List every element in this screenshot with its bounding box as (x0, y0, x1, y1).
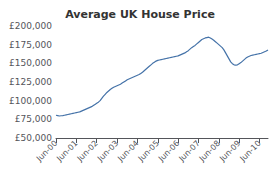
svg-text:£200,000: £200,000 (9, 21, 52, 31)
svg-text:Jun-01: Jun-01 (54, 139, 79, 164)
svg-text:£125,000: £125,000 (9, 77, 52, 87)
svg-text:Jun-02: Jun-02 (75, 139, 100, 164)
svg-text:Average UK House Price: Average UK House Price (65, 8, 215, 21)
svg-text:£100,000: £100,000 (9, 96, 52, 106)
svg-text:£75,000: £75,000 (15, 114, 52, 124)
svg-text:Jun-08: Jun-08 (197, 139, 222, 164)
svg-text:Jun-10: Jun-10 (238, 139, 263, 164)
svg-text:Jun-07: Jun-07 (177, 139, 202, 164)
svg-text:£175,000: £175,000 (9, 40, 52, 50)
svg-text:£150,000: £150,000 (9, 58, 52, 68)
svg-text:Jun-06: Jun-06 (156, 139, 181, 164)
svg-text:Jun-05: Jun-05 (136, 139, 161, 164)
svg-text:Jun-03: Jun-03 (95, 139, 120, 164)
svg-text:Jun-00: Jun-00 (34, 139, 59, 164)
svg-text:Jun-04: Jun-04 (115, 139, 140, 164)
svg-text:£50,000: £50,000 (15, 133, 52, 143)
svg-text:Jun-09: Jun-09 (217, 139, 242, 164)
